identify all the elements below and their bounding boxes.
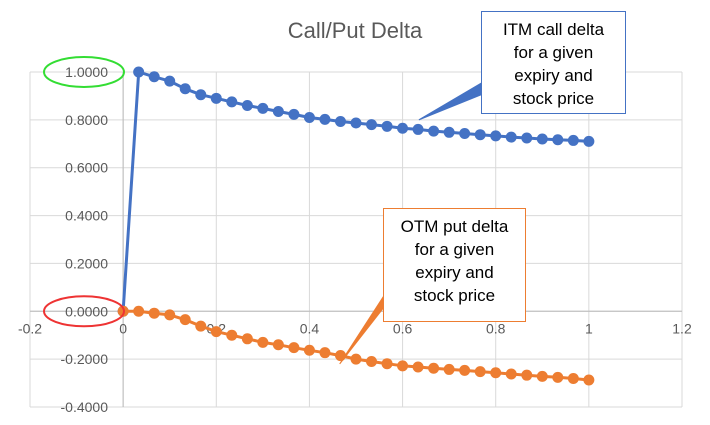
data-point — [366, 356, 378, 368]
data-point — [366, 119, 378, 131]
y-tick-label: -0.4000 — [61, 399, 109, 415]
callout-line: expiry and — [415, 263, 494, 282]
data-point — [490, 130, 502, 142]
callout-line: expiry and — [514, 66, 593, 85]
data-point — [257, 102, 269, 114]
data-point — [552, 134, 564, 146]
data-point — [567, 134, 579, 146]
x-tick-label: 0.4 — [300, 320, 320, 336]
y-tick-label: 0.2000 — [65, 255, 108, 271]
data-point — [179, 83, 191, 95]
x-tick-label: 0.6 — [393, 320, 413, 336]
data-point — [164, 75, 176, 87]
callout-pointer-call — [418, 81, 484, 121]
y-tick-label: -0.2000 — [61, 351, 109, 367]
data-point — [195, 89, 207, 101]
data-point — [474, 129, 486, 141]
x-tick-label: -0.2 — [18, 320, 42, 336]
x-tick-label: 0.8 — [486, 320, 506, 336]
data-point — [350, 117, 362, 129]
highlight-circles — [43, 56, 125, 328]
callout-line: OTM put delta — [400, 217, 509, 236]
data-point — [521, 132, 533, 144]
x-tick-label: 0 — [119, 320, 127, 336]
data-point — [319, 347, 331, 359]
data-point — [381, 120, 393, 132]
chart-title: Call/Put Delta — [288, 18, 423, 43]
data-point — [443, 363, 455, 375]
data-point — [350, 353, 362, 365]
data-point — [459, 127, 471, 139]
data-point — [164, 309, 176, 321]
data-point — [521, 369, 533, 381]
y-tick-label: 0.6000 — [65, 160, 108, 176]
callout-line: ITM call delta — [502, 20, 605, 39]
callout-line: for a given — [414, 240, 495, 259]
data-point — [490, 367, 502, 379]
data-point — [179, 314, 191, 326]
data-point — [272, 339, 284, 351]
data-point — [303, 111, 315, 123]
data-point — [226, 329, 238, 341]
data-point — [288, 342, 300, 354]
data-point — [397, 360, 409, 372]
callout-line: for a given — [513, 43, 594, 62]
data-point — [536, 370, 548, 382]
data-point — [148, 307, 160, 319]
x-tick-label: 1 — [585, 320, 593, 336]
data-point — [241, 100, 253, 111]
data-point — [397, 122, 409, 134]
series-layer — [117, 66, 595, 386]
data-point — [319, 113, 331, 125]
tick-labels: 1.0000 0.8000 0.6000 0.4000 0.2000 0.0000 -0.2… — [18, 64, 692, 415]
y-tick-label: 0.0000 — [65, 303, 108, 319]
data-point — [303, 344, 315, 356]
data-point — [210, 92, 222, 104]
y-tick-label: 0.8000 — [65, 112, 108, 128]
callout-line: stock price — [413, 286, 496, 305]
highlight-ellipse — [43, 56, 125, 88]
data-point — [412, 123, 424, 135]
data-point — [195, 320, 207, 332]
data-point — [334, 350, 346, 362]
y-tick-label: 1.0000 — [65, 64, 108, 80]
data-point — [583, 135, 595, 147]
callout-otm-put: OTM put delta for a given expiry and sto… — [383, 208, 526, 322]
data-point — [133, 305, 145, 317]
data-point — [505, 131, 517, 143]
data-point — [552, 371, 564, 383]
y-tick-label: 0.4000 — [65, 208, 108, 224]
data-point — [428, 125, 440, 137]
callout-line: stock price — [512, 89, 595, 108]
callout-pointer-put — [339, 292, 386, 365]
data-point — [133, 66, 145, 78]
data-point — [536, 133, 548, 145]
callout-itm-call: ITM call delta for a given expiry and st… — [481, 11, 626, 114]
data-point — [583, 374, 595, 386]
data-point — [381, 358, 393, 370]
data-point — [210, 326, 222, 338]
data-point — [567, 373, 579, 385]
data-point — [443, 126, 455, 138]
data-point — [412, 361, 424, 373]
data-point — [474, 366, 486, 378]
data-point — [505, 368, 517, 380]
data-point — [241, 333, 253, 345]
data-point — [428, 362, 440, 374]
highlight-ellipse — [43, 295, 125, 328]
data-point — [272, 105, 284, 117]
data-point — [459, 364, 471, 376]
data-point — [334, 116, 346, 128]
data-point — [257, 336, 269, 348]
x-tick-label: 1.2 — [672, 320, 692, 336]
data-point — [288, 108, 300, 120]
data-point — [226, 96, 238, 108]
data-point — [148, 71, 160, 83]
